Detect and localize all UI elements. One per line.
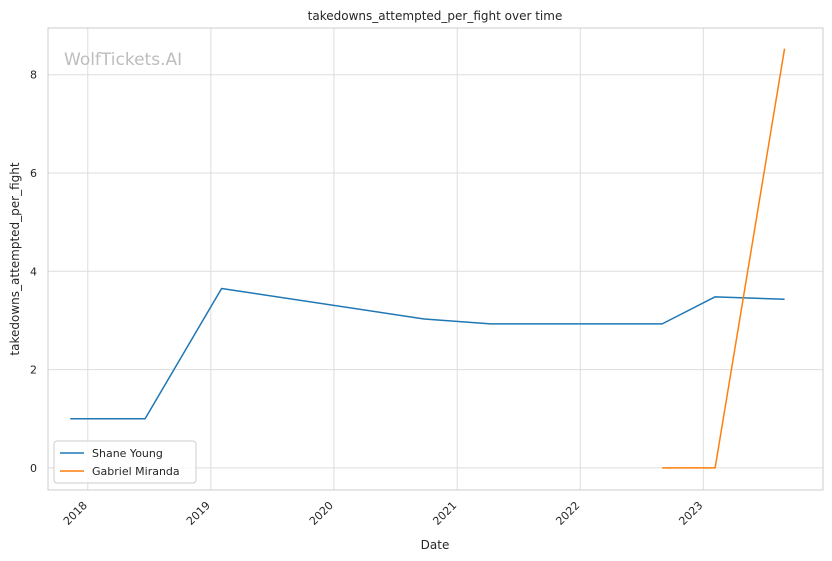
legend-label: Gabriel Miranda	[92, 465, 180, 478]
series-line-gabriel-miranda	[662, 48, 786, 469]
x-tick-label: 2021	[430, 499, 459, 528]
series-line-shane-young	[70, 287, 785, 420]
series-lines	[70, 48, 786, 469]
x-axis-ticks: 2018 2019 2020 2021 2022 2023	[61, 499, 706, 528]
y-tick-label: 4	[30, 265, 37, 278]
y-axis-label: takedowns_attempted_per_fight	[8, 162, 22, 355]
x-axis-label: Date	[421, 538, 450, 552]
grid-lines	[48, 28, 823, 490]
y-tick-label: 0	[30, 462, 37, 475]
plot-area-frame	[47, 27, 824, 491]
x-tick-label: 2019	[184, 499, 213, 528]
chart-title: takedowns_attempted_per_fight over time	[308, 9, 563, 23]
legend-label: Shane Young	[92, 447, 163, 460]
y-tick-label: 2	[30, 364, 37, 377]
y-tick-label: 8	[30, 69, 37, 82]
watermark: WolfTickets.AI	[64, 50, 182, 70]
x-tick-label: 2020	[307, 499, 336, 528]
x-tick-label: 2022	[553, 499, 582, 528]
x-tick-label: 2018	[61, 499, 90, 528]
legend-frame	[53, 440, 197, 484]
y-axis-ticks: 0 2 4 6 8	[30, 69, 37, 475]
x-tick-label: 2023	[676, 499, 705, 528]
legend: Shane Young Gabriel Miranda	[53, 440, 197, 484]
y-tick-label: 6	[30, 167, 37, 180]
